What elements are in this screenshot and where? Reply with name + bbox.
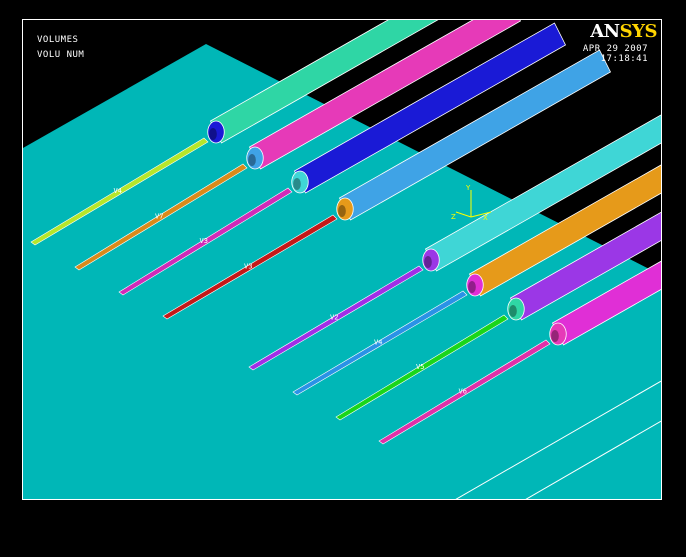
- axis-y-label: Y: [465, 184, 471, 192]
- volume-label: V4: [374, 339, 382, 347]
- pipe-mouth: [422, 248, 440, 272]
- plate-edge: [525, 420, 661, 499]
- cable: [292, 290, 468, 396]
- cable: [335, 314, 509, 421]
- hud-title: VOLUMES VOLU NUM: [37, 35, 84, 60]
- pipe-mouth-inner: [509, 304, 517, 318]
- model-scene: V4 V7 V3 V3 V2 V4 V5 V6 Y X Z: [23, 20, 661, 499]
- cable: [162, 214, 338, 320]
- volume-label: V7: [155, 213, 163, 221]
- hud-date: APR 29 2007: [582, 44, 648, 54]
- pipe-mouth-inner: [248, 153, 256, 167]
- cable: [74, 163, 248, 271]
- pipe-mouth: [246, 146, 264, 170]
- pipe-mouth-inner: [293, 177, 301, 191]
- hud-line-volumes: VOLUMES: [37, 35, 79, 45]
- pipe-mouth: [549, 322, 567, 346]
- volume-label: V2: [330, 314, 338, 322]
- pipe-mouth: [291, 170, 309, 194]
- ansys-logo: ANSYS: [590, 21, 657, 42]
- logo-part1: AN: [590, 21, 620, 42]
- volume-label: V3: [200, 237, 208, 245]
- axis-triad: Y X Z: [451, 184, 492, 222]
- cable: [248, 265, 424, 371]
- axis-x-label: X: [483, 214, 488, 222]
- volume-label: V6: [459, 388, 467, 396]
- cable: [378, 339, 551, 445]
- logo-part2: SYS: [619, 21, 658, 42]
- volume-label: V5: [416, 363, 424, 371]
- pipe-mouth: [207, 120, 225, 144]
- volume-label: V4: [114, 187, 122, 195]
- cable-group: [30, 137, 551, 445]
- substrate-plate: [23, 44, 661, 499]
- pipe-group: [207, 20, 661, 346]
- pipe-mouth: [336, 197, 354, 221]
- cable: [118, 187, 293, 296]
- pipe-mouth-inner: [209, 127, 217, 141]
- graphics-viewport[interactable]: V4 V7 V3 V3 V2 V4 V5 V6 Y X Z VOLUMES VOLU NUM …: [22, 19, 662, 500]
- pipe-mouth: [507, 297, 525, 321]
- hud-timestamp: APR 29 2007 17:18:41: [583, 44, 648, 64]
- pipe-mouth-inner: [468, 280, 476, 294]
- volume-label: V3: [244, 263, 252, 271]
- pipe-mouth-inner: [338, 204, 346, 218]
- hud-time: 17:18:41: [600, 54, 648, 64]
- label-group: V4 V7 V3 V3 V2 V4 V5 V6: [114, 187, 467, 396]
- pipe-mouth: [466, 273, 484, 297]
- axis-z-label: Z: [451, 213, 456, 221]
- plate-edge: [455, 380, 661, 499]
- hud-line-volu-num: VOLU NUM: [37, 50, 85, 60]
- pipe-mouth-inner: [424, 255, 432, 269]
- cable: [30, 137, 209, 246]
- pipe-mouth-inner: [551, 329, 559, 343]
